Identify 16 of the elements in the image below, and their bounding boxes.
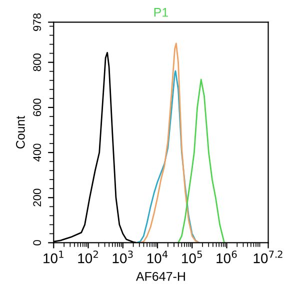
x-tick-label: 10$^{3}$ [112,250,133,264]
y-tick-label: 800 [33,54,42,72]
y-tick-label: 600 [33,98,42,116]
x-tick-label: 10$^{1}$ [44,250,64,264]
y-axis-title: Count [16,116,25,148]
x-tick-label: 10$^{6}$ [216,250,237,264]
chart-title: P1 [154,8,168,17]
x-tick-label: 10$^{7.2}$ [254,250,282,264]
y-tick-label: 978 [33,13,42,31]
y-tick-label: 200 [33,188,42,206]
x-axis-title: AF647-H [136,272,185,281]
y-tick-label: 400 [33,144,42,162]
x-tick-label: 10$^{2}$ [78,250,98,264]
y-tick-label: 0 [33,240,42,246]
x-tick-label: 10$^{4}$ [147,250,168,264]
x-tick-label: 10$^{5}$ [182,250,202,264]
